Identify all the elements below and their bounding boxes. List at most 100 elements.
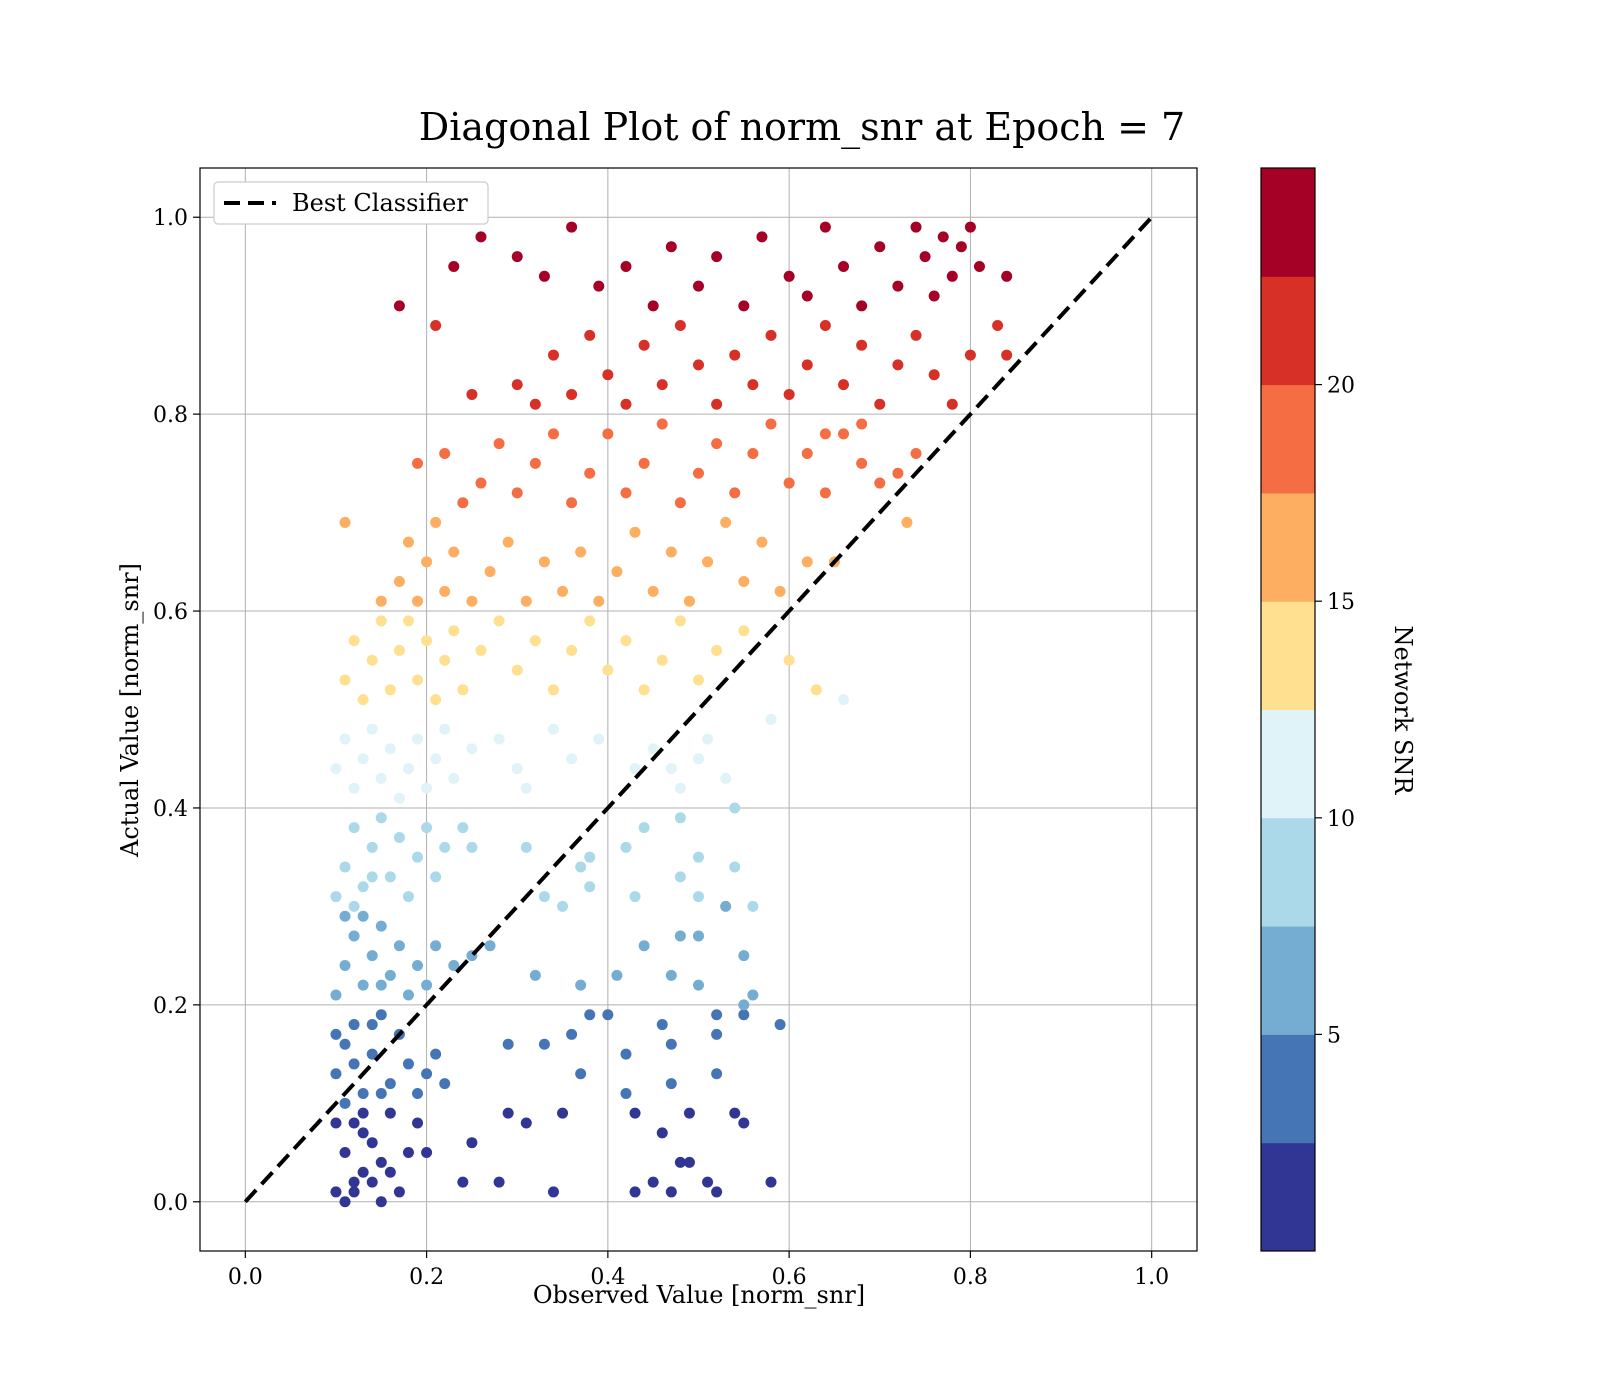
colorbar-bin: [1261, 1034, 1315, 1144]
scatter-point: [448, 959, 460, 971]
scatter-point: [629, 1107, 641, 1119]
scatter-point: [801, 448, 813, 460]
scatter-point: [375, 1009, 387, 1021]
scatter-point: [330, 891, 342, 903]
scatter-point: [439, 723, 451, 735]
scatter-point: [665, 1186, 677, 1198]
scatter-point: [638, 940, 650, 952]
colorbar-bins: [1261, 168, 1315, 1252]
scatter-point: [693, 979, 704, 991]
x-tick-label: 0.2: [409, 1265, 444, 1290]
scatter-point: [620, 398, 632, 410]
x-axis-label: Observed Value [norm_snr]: [533, 1281, 865, 1309]
scatter-point: [439, 585, 451, 597]
legend-label-best-classifier: Best Classifier: [292, 189, 468, 217]
scatter-point: [575, 861, 587, 873]
scatter-point: [538, 556, 550, 568]
chart-title: Diagonal Plot of norm_snr at Epoch = 7: [419, 105, 1185, 150]
scatter-point: [738, 576, 750, 588]
scatter-point: [711, 438, 723, 450]
scatter-point: [393, 300, 405, 312]
scatter-point: [348, 900, 360, 912]
scatter-point: [738, 999, 750, 1011]
scatter-point: [502, 1107, 514, 1119]
scatter-point: [629, 763, 641, 775]
scatter-point: [665, 1038, 677, 1050]
scatter-point: [493, 615, 505, 627]
y-tick-label: 0.2: [153, 994, 188, 1019]
scatter-point: [747, 448, 759, 460]
scatter-point: [702, 1176, 714, 1188]
scatter-point: [384, 1166, 396, 1178]
scatter-point: [402, 989, 414, 1001]
scatter-point: [702, 556, 714, 568]
scatter-point: [647, 585, 659, 597]
scatter-point: [330, 1028, 342, 1040]
scatter-point: [928, 369, 940, 381]
scatter-point: [838, 379, 850, 391]
scatter-point: [928, 290, 940, 302]
scatter-point: [348, 1058, 360, 1070]
colorbar: 5 10 15 20 Network SNR: [1260, 167, 1417, 1252]
scatter-point: [375, 1156, 387, 1168]
scatter-point: [412, 959, 424, 971]
scatter-point: [674, 812, 686, 824]
scatter-point: [819, 221, 831, 233]
scatter-point: [638, 684, 650, 696]
scatter-point: [384, 969, 396, 981]
scatter-point: [375, 615, 387, 627]
scatter-point: [729, 349, 741, 361]
scatter-point: [330, 1068, 342, 1080]
scatter-point: [466, 388, 478, 400]
scatter-point: [774, 1019, 786, 1031]
scatter-point: [375, 1087, 387, 1099]
scatter-point: [430, 1048, 442, 1060]
scatter-point: [547, 428, 559, 440]
colorbar-bin: [1261, 492, 1315, 602]
scatter-point: [412, 674, 424, 686]
scatter-point: [674, 1156, 686, 1168]
scatter-point: [430, 940, 442, 952]
scatter-point: [493, 438, 505, 450]
scatter-point: [874, 398, 886, 410]
scatter-point: [393, 831, 405, 843]
best-classifier-line: [243, 215, 1154, 1204]
scatter-point: [819, 320, 831, 332]
scatter-point: [1001, 270, 1013, 282]
scatter-point: [584, 881, 596, 893]
scatter-point: [348, 782, 360, 794]
scatter-point: [593, 280, 605, 292]
x-tick-label: 0.8: [953, 1265, 988, 1290]
scatter-point: [774, 585, 786, 597]
scatter-point: [937, 231, 949, 243]
scatter-point: [729, 802, 741, 814]
scatter-point: [665, 241, 677, 253]
scatter-point: [457, 822, 469, 834]
scatter-point: [747, 379, 759, 391]
scatter-point: [729, 861, 741, 873]
scatter-point: [366, 950, 378, 962]
scatter-point: [801, 556, 813, 568]
scatter-point: [357, 910, 369, 922]
scatter-point: [665, 1078, 677, 1090]
scatter-point: [566, 221, 578, 233]
scatter-point: [357, 881, 369, 893]
scatter-point: [339, 1097, 351, 1109]
scatter-point: [421, 556, 433, 568]
scatter-point: [375, 979, 387, 991]
scatter-point: [838, 694, 850, 706]
scatter-point: [584, 467, 596, 479]
scatter-point: [711, 644, 723, 656]
scatter-point: [393, 792, 405, 804]
scatter-point: [738, 625, 750, 637]
scatter-point: [493, 1176, 505, 1188]
scatter-point: [964, 349, 976, 361]
scatter-point: [738, 1009, 750, 1021]
scatter-point: [819, 487, 831, 499]
scatter-point: [674, 320, 686, 332]
scatter-point: [946, 398, 958, 410]
scatter-point: [339, 733, 351, 745]
scatter-point: [457, 1176, 469, 1188]
scatter-point: [511, 379, 523, 391]
colorbar-ticks: 5 10 15 20: [1315, 374, 1355, 1048]
